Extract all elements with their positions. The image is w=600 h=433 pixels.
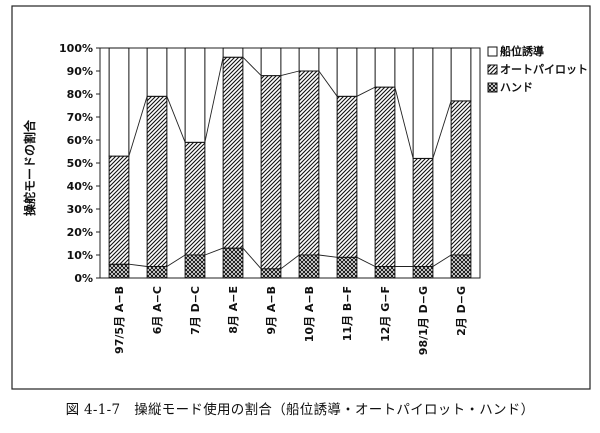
chart-frame [11,5,591,390]
series-line [356,256,376,267]
series-line [280,254,300,270]
bar-segment [298,47,320,72]
y-tick-label: 50% [67,157,93,170]
y-tick-label: 90% [67,65,93,78]
x-tick-label: 2月 D−G [455,286,468,336]
legend-label: ハンド [500,81,533,94]
series-line [318,70,338,97]
y-tick-label: 20% [67,226,93,239]
bar-segment [260,75,282,270]
legend-swatch [487,64,498,75]
y-tick-label: 10% [67,249,93,262]
series-line [318,254,338,258]
series-line [356,86,376,97]
bar-segment [184,47,206,143]
y-tick-label: 80% [67,88,93,101]
y-tick-label: 70% [67,111,93,124]
series-line [242,56,262,76]
x-tick-label: 10月 A−B [303,286,316,342]
x-tick-label: 11月 B−F [341,286,354,341]
x-tick-label: 7月 D−C [189,286,202,335]
y-tick-label: 40% [67,180,93,193]
bar-segment [108,155,130,265]
series-line [128,263,148,267]
legend-label: オートパイロット [500,63,588,76]
bar-segment [184,254,206,279]
legend-swatch [487,82,498,93]
legend-label: 船位誘導 [500,44,544,58]
x-tick-label: 6月 A−C [151,286,164,334]
bar-segment [412,47,434,159]
bar-segment [450,47,472,102]
series-line [242,247,262,270]
bar-segment [374,47,396,88]
series-line [128,96,148,157]
x-tick-label: 97/5月 A−B [113,286,126,354]
plot-area: 0% 10% 20% 30% 40% 50% 60% 70% 80% 90% 100% 97/5月 A… [59,42,481,355]
bar-segment [222,56,244,249]
bar-segment [412,157,434,267]
series-line [432,100,452,159]
series-line [204,247,224,256]
y-tick-label: 0% [74,272,93,285]
bar-segment [336,256,358,279]
figure-caption: 図 4-1-7 操縦モード使用の割合（船位誘導・オートパイロット・ハンド） [65,402,535,418]
bar-segment [374,86,396,267]
x-tick-label: 8月 A−E [227,286,240,334]
series-line [166,96,186,143]
bar-segment [412,266,434,279]
series-line [166,254,186,267]
bar-segment [146,266,168,279]
bar-segment [450,254,472,279]
x-tick-label: 12月 G−F [379,286,392,342]
series-line [204,57,224,143]
bar-segment [184,141,206,256]
series-line [280,70,300,77]
bar-segment [450,100,472,256]
y-tick-label: 60% [67,134,93,147]
bar-segment [108,47,130,157]
y-axis-title: 操舵モードの割合 [22,119,37,216]
bar-segment [260,268,282,279]
x-tick-label: 98/1月 D−G [417,286,430,355]
bar-segment [222,47,244,58]
bar-segment [260,47,282,77]
y-tick-label: 30% [67,203,93,216]
y-tick-label: 100% [59,42,93,55]
bar-segment [146,47,168,97]
bar-segment [222,247,244,279]
bar-segment [298,254,320,279]
bar-segment [298,70,320,256]
legend-swatch [487,46,498,57]
bar-segment [336,95,358,258]
bar-segment [146,95,168,267]
bar-segment [336,47,358,97]
bar-segment [374,266,396,279]
series-line [432,254,452,267]
series-line [394,86,414,159]
x-tick-label: 9月 A−B [265,286,278,335]
bar-segment [108,263,130,279]
chart: 操舵モードの割合 0% 10% 20% 30% 40% 50% 60% 70% 80% 90% 10… [11,5,591,390]
